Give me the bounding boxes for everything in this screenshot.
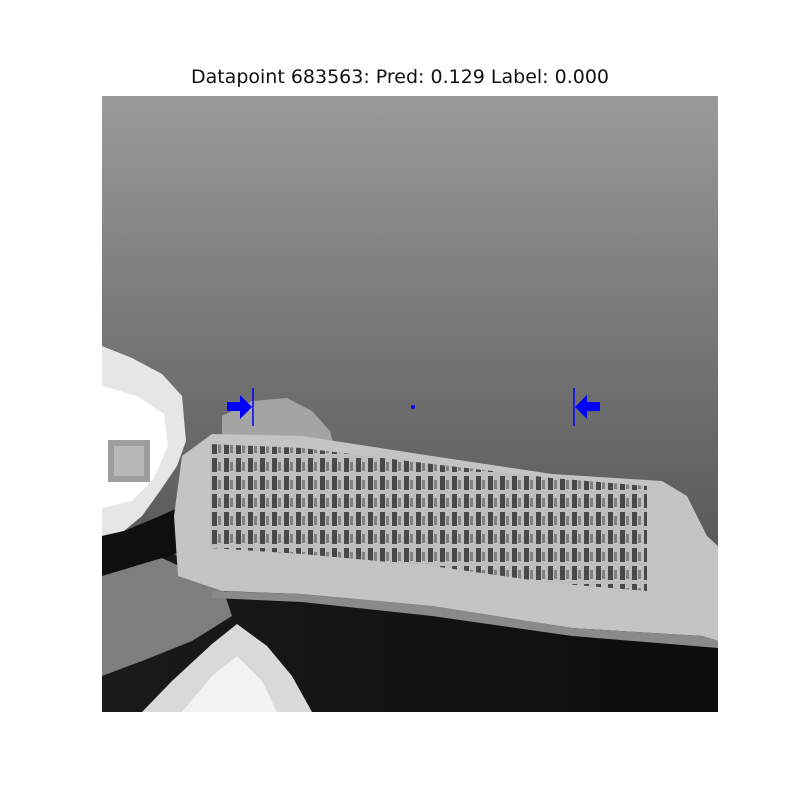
center-dot-marker bbox=[411, 405, 415, 409]
depth-image bbox=[102, 96, 718, 712]
bar-slot-texture bbox=[210, 444, 647, 591]
left-gray-region bbox=[102, 558, 232, 676]
bottom-bright-core bbox=[182, 656, 277, 712]
depth-image-panel bbox=[102, 96, 718, 712]
left-gray-blob-edge bbox=[114, 446, 144, 476]
figure-title: Datapoint 683563: Pred: 0.129 Label: 0.0… bbox=[190, 66, 610, 88]
left-bracket-marker bbox=[227, 388, 254, 426]
top-bump bbox=[222, 398, 334, 446]
bar-lower-edge bbox=[212, 591, 718, 648]
right-bracket-marker bbox=[573, 388, 600, 426]
